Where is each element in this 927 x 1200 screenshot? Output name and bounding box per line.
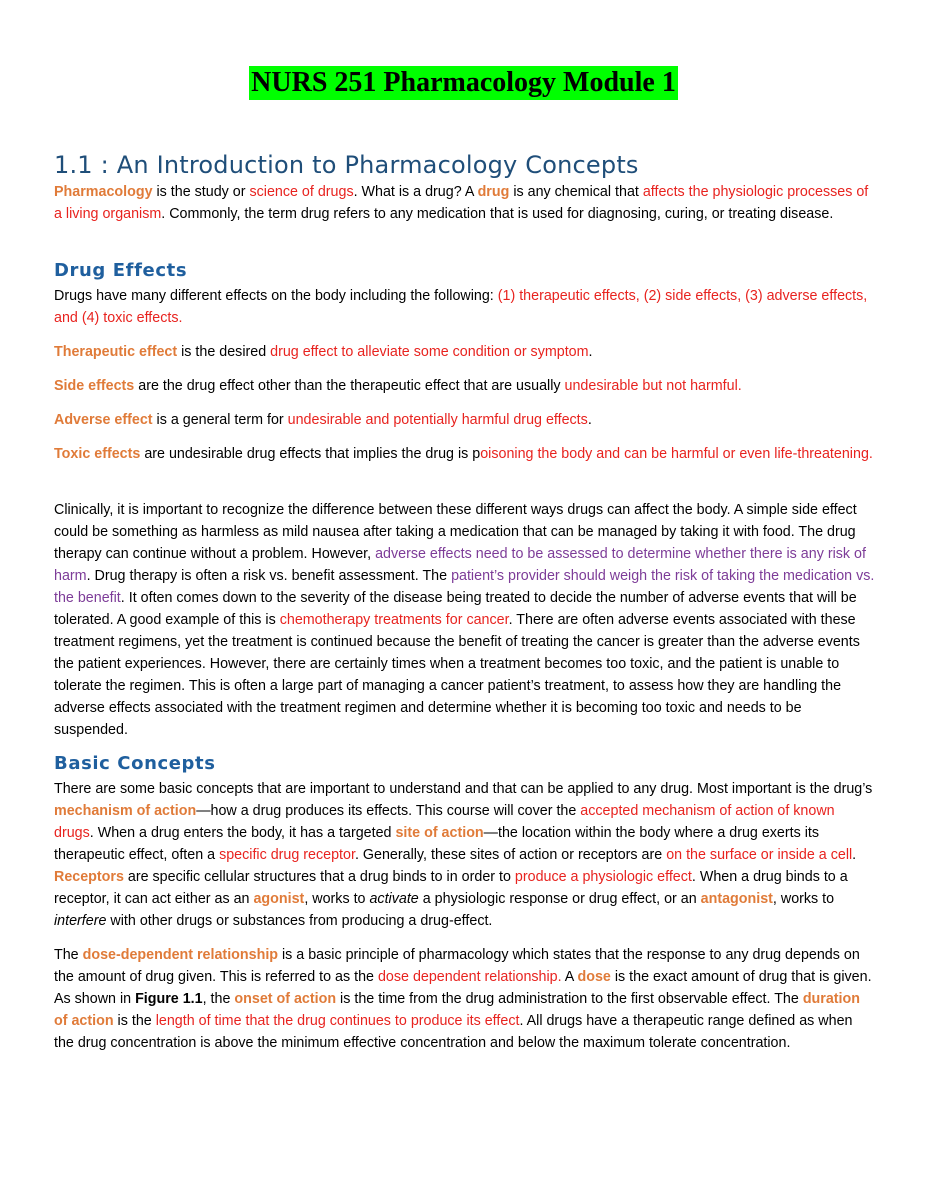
emphasis-run: chemotherapy treatments for cancer <box>279 612 509 628</box>
term-mechanism-of-action: mechanism of action <box>54 803 197 819</box>
term-onset-of-action: onset of action <box>234 991 337 1007</box>
term-antagonist: antagonist <box>700 891 773 907</box>
text-run: , works to <box>304 891 370 907</box>
text-run: . When a drug binds to a receptor, it ca… <box>54 869 848 907</box>
text-run: is a basic principle of pharmacology whi… <box>54 947 860 985</box>
text-run: , the <box>202 991 235 1007</box>
emphasis-purple-run: adverse effects need to be assessed to d… <box>54 546 866 584</box>
term-pharmacology: Pharmacology <box>54 184 153 200</box>
term-dose: dose <box>577 969 611 985</box>
text-run: is a general term for <box>152 412 288 428</box>
italic-run: interfere <box>54 913 107 929</box>
italic-run: activate <box>369 891 419 907</box>
emphasis-run: length of time that the drug continues t… <box>155 1013 520 1029</box>
text-run: . What is a drug? A <box>353 184 478 200</box>
emphasis-run: undesirable and potentially harmful drug… <box>287 412 588 428</box>
text-run: The <box>54 947 83 963</box>
text-run: is the exact amount of drug that is give… <box>54 969 872 1007</box>
term-site-of-action: site of action <box>395 825 484 841</box>
text-run: is any chemical that <box>509 184 643 200</box>
term-therapeutic-effect: Therapeutic effect <box>54 344 178 360</box>
emphasis-run: science of drugs <box>249 184 354 200</box>
text-run: Clinically, it is important to recognize… <box>54 502 857 562</box>
term-drug: drug <box>477 184 510 200</box>
emphasis-run: specific drug receptor <box>219 847 355 863</box>
text-run: is the desired <box>177 344 271 360</box>
text-run: . Commonly, the term drug refers to any … <box>161 206 834 222</box>
intro-paragraph: Pharmacology is the study or science of … <box>54 181 876 225</box>
figure-reference: Figure 1.1 <box>135 991 203 1007</box>
text-run: —the location within the body where a dr… <box>54 825 820 863</box>
text-run: . <box>852 847 857 863</box>
therapeutic-effect-paragraph: Therapeutic effect is the desired drug e… <box>54 341 876 363</box>
text-run: are specific cellular structures that a … <box>123 869 515 885</box>
text-run: are the drug effect other than the thera… <box>134 378 565 394</box>
emphasis-run: (1) therapeutic effects, (2) side effect… <box>54 288 868 326</box>
emphasis-run: on the surface or inside a cell <box>666 847 853 863</box>
heading-basic-concepts: Basic Concepts <box>54 753 216 774</box>
text-run: are undesirable drug effects that implie… <box>140 446 481 462</box>
emphasis-run: accepted mechanism of action of known dr… <box>54 803 835 841</box>
emphasis-run: dose dependent relationship. <box>377 969 562 985</box>
emphasis-run: produce a physiologic effect <box>514 869 692 885</box>
dose-paragraph: The dose-dependent relationship is a bas… <box>54 944 876 1054</box>
text-run: . It often comes down to the severity of… <box>54 590 857 628</box>
text-run: is the time from the drug administration… <box>336 991 803 1007</box>
adverse-effect-paragraph: Adverse effect is a general term for und… <box>54 409 876 431</box>
text-run: is the <box>113 1013 156 1029</box>
text-run: —how a drug produces its effects. This c… <box>196 803 581 819</box>
term-receptors: Receptors <box>54 869 124 885</box>
term-duration-of-action: duration of action <box>54 991 860 1029</box>
text-run: , works to <box>772 891 835 907</box>
toxic-effects-paragraph: Toxic effects are undesirable drug effec… <box>54 443 876 465</box>
text-run: . <box>588 344 593 360</box>
text-run: A <box>561 969 578 985</box>
text-run: a physiologic response or drug effect, o… <box>418 891 701 907</box>
heading-drug-effects: Drug Effects <box>54 260 188 281</box>
emphasis-run: drug effect to alleviate some condition … <box>270 344 589 360</box>
emphasis-purple-run: patient’s provider should weigh the risk… <box>54 568 875 606</box>
emphasis-run: affects the physiologic processes of a l… <box>54 184 869 222</box>
section-heading: 1.1 : An Introduction to Pharmacology Co… <box>54 151 639 179</box>
term-adverse-effect: Adverse effect <box>54 412 153 428</box>
text-run: . Generally, these sites of action or re… <box>354 847 667 863</box>
term-dose-dependent-relationship: dose-dependent relationship <box>82 947 279 963</box>
text-run: . Drug therapy is often a risk vs. benef… <box>86 568 452 584</box>
emphasis-run: undesirable but not harmful. <box>564 378 742 394</box>
text-run: is the study or <box>152 184 250 200</box>
document-title: NURS 251 Pharmacology Module 1 <box>249 66 678 100</box>
title-wrapper: NURS 251 Pharmacology Module 1 <box>0 66 927 100</box>
term-agonist: agonist <box>253 891 305 907</box>
text-run: . There are often adverse events associa… <box>54 612 860 738</box>
clinical-paragraph: Clinically, it is important to recognize… <box>54 499 876 741</box>
side-effects-paragraph: Side effects are the drug effect other t… <box>54 375 876 397</box>
basic-concepts-paragraph: There are some basic concepts that are i… <box>54 778 876 932</box>
emphasis-run: oisoning the body and can be harmful or … <box>480 446 873 462</box>
text-run: Drugs have many different effects on the… <box>54 288 498 304</box>
text-run: . All drugs have a therapeutic range def… <box>54 1013 853 1051</box>
drug-effects-paragraph: Drugs have many different effects on the… <box>54 285 876 329</box>
text-run: . <box>587 412 592 428</box>
text-run: There are some basic concepts that are i… <box>54 781 873 797</box>
term-side-effects: Side effects <box>54 378 135 394</box>
term-toxic-effects: Toxic effects <box>54 446 141 462</box>
text-run: . When a drug enters the body, it has a … <box>89 825 396 841</box>
text-run: with other drugs or substances from prod… <box>106 913 493 929</box>
